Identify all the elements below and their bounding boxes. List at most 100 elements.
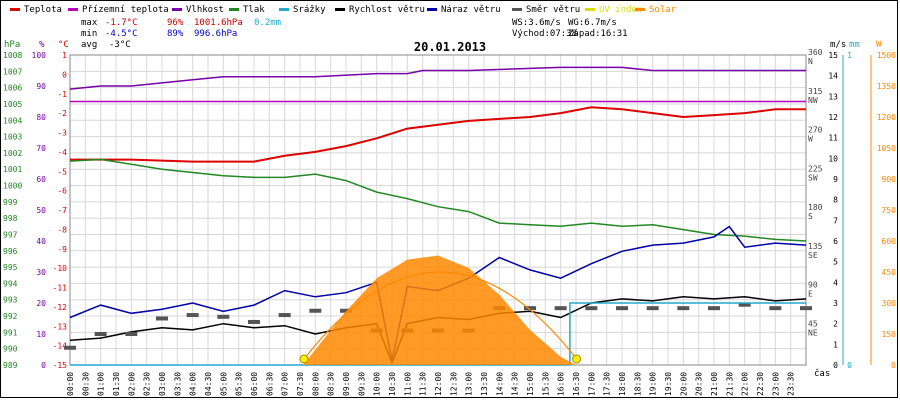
tick-dir: SW xyxy=(808,173,818,182)
tick-c: -4 xyxy=(57,148,67,157)
tick-time: 00:30 xyxy=(81,372,90,396)
tick-time: 10:00 xyxy=(373,372,382,396)
tick-w: 1200 xyxy=(877,113,896,122)
series-smer-vetru-mark xyxy=(708,306,720,311)
tick-time: 16:00 xyxy=(557,372,566,396)
tick-c: -2 xyxy=(57,109,67,118)
axes: 1008100710061005100410031002100110009999… xyxy=(3,48,896,396)
tick-time: 05:30 xyxy=(235,372,244,396)
stat-max-temp: -1.7°C xyxy=(105,18,138,28)
legend-label: Srážky xyxy=(293,5,326,15)
tick-dir: NE xyxy=(808,328,818,337)
stat-max-press: 1001.6hPa xyxy=(194,18,243,28)
series-smer-vetru-mark xyxy=(769,306,782,311)
stat-max-hum: 96% xyxy=(167,18,184,28)
tick-w: 300 xyxy=(882,299,897,308)
tick-time: 18:00 xyxy=(618,372,627,396)
tick-dir: E xyxy=(808,290,813,299)
legend-swatch xyxy=(279,8,289,11)
legend-label: Směr větru xyxy=(526,5,580,15)
tick-time: 08:30 xyxy=(327,372,336,396)
tick-hpa: 1004 xyxy=(3,116,22,125)
tick-dir: SE xyxy=(808,251,818,260)
tick-time: 04:00 xyxy=(189,372,198,396)
tick-time: 01:00 xyxy=(97,372,106,396)
tick-time: 17:30 xyxy=(603,372,612,396)
tick-time: 11:30 xyxy=(419,372,428,396)
tick-c: -9 xyxy=(57,245,67,254)
legend-label: Solar xyxy=(649,5,677,15)
tick-ms: 12 xyxy=(828,113,838,122)
legend-swatch xyxy=(335,8,345,11)
tick-hpa: 1002 xyxy=(3,149,22,158)
tick-time: 07:00 xyxy=(281,372,290,396)
tick-ms: 4 xyxy=(833,278,838,287)
sunset-marker xyxy=(572,354,582,364)
series-smer-vetru-mark xyxy=(309,308,322,313)
sun-arc xyxy=(303,271,578,360)
chart-title: 20.01.2013 xyxy=(414,40,486,54)
axis-unit-c: °C xyxy=(58,40,69,50)
tick-c: -11 xyxy=(53,284,68,293)
legend-swatch xyxy=(427,8,437,11)
tick-ms: 10 xyxy=(828,154,838,163)
tick-time: 04:30 xyxy=(204,372,213,396)
tick-c: -1 xyxy=(57,90,67,99)
legend-label: Tlak xyxy=(243,5,265,15)
tick-hpa: 993 xyxy=(3,296,18,305)
tick-hpa: 1006 xyxy=(3,84,22,93)
tick-time: 02:00 xyxy=(127,372,136,396)
tick-c: -5 xyxy=(57,167,67,176)
stat-max-rain: 0.2mm xyxy=(254,18,281,28)
tick-deg: 315 xyxy=(808,87,823,96)
series-solar xyxy=(303,255,576,365)
tick-c: -8 xyxy=(57,225,67,234)
axis-time-label: čas xyxy=(814,368,830,379)
tick-hpa: 1000 xyxy=(3,182,22,191)
tick-w: 0 xyxy=(891,361,896,370)
series-smer-vetru-mark xyxy=(800,306,812,311)
series-smer-vetru-mark xyxy=(125,332,138,336)
tick-w: 900 xyxy=(882,175,897,184)
tick-time: 22:00 xyxy=(741,372,750,396)
tick-deg: 180 xyxy=(808,203,823,212)
tick-deg: 135 xyxy=(808,242,823,251)
tick-c: -10 xyxy=(53,264,68,273)
tick-time: 09:00 xyxy=(342,372,351,396)
series-smer-vetru-mark xyxy=(94,332,107,336)
tick-c: -7 xyxy=(57,206,67,215)
tick-hpa: 999 xyxy=(3,198,18,207)
tick-time: 19:00 xyxy=(649,372,658,396)
tick-pct: 70 xyxy=(36,144,46,153)
tick-c: -13 xyxy=(53,322,68,331)
series-smer-vetru-mark xyxy=(524,306,536,311)
tick-time: 09:30 xyxy=(357,372,366,396)
axis-unit-w: W xyxy=(876,40,882,50)
tick-time: 01:30 xyxy=(112,372,121,396)
tick-hpa: 998 xyxy=(3,214,18,223)
tick-dir: S xyxy=(808,212,813,221)
series-smer-vetru-mark xyxy=(64,345,76,350)
tick-time: 11:00 xyxy=(403,372,412,396)
tick-deg: 360 xyxy=(808,48,823,57)
tick-hpa: 991 xyxy=(3,328,18,337)
tick-pct: 60 xyxy=(36,175,46,184)
tick-pct: 80 xyxy=(36,113,46,122)
tick-pct: 40 xyxy=(36,237,46,246)
legend-swatch xyxy=(68,8,78,11)
stat-sunset: Západ:16:31 xyxy=(568,29,628,39)
tick-pct: 0 xyxy=(41,361,46,370)
tick-hpa: 997 xyxy=(3,230,18,239)
tick-hpa: 1005 xyxy=(3,100,22,109)
tick-mm: 1 xyxy=(847,51,852,60)
tick-time: 00:00 xyxy=(66,372,75,396)
tick-time: 12:00 xyxy=(434,372,443,396)
series-smer-vetru-mark xyxy=(738,302,751,307)
axis-unit-mm: mm xyxy=(849,40,860,50)
tick-w: 750 xyxy=(882,206,897,215)
legend-label: UV index xyxy=(599,5,643,15)
tick-w: 1500 xyxy=(877,51,896,60)
legend-swatch xyxy=(512,8,522,11)
